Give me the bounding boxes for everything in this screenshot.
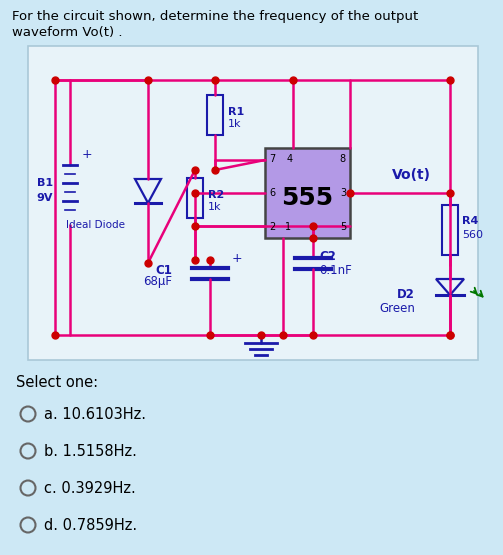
- Text: D2: D2: [397, 289, 415, 301]
- Text: Ideal Diode: Ideal Diode: [66, 220, 126, 230]
- Circle shape: [21, 406, 36, 421]
- Text: 2: 2: [269, 222, 275, 232]
- Text: 4: 4: [287, 154, 293, 164]
- Text: 1: 1: [285, 222, 291, 232]
- Text: B1: B1: [37, 178, 53, 188]
- Text: R1: R1: [228, 107, 244, 117]
- Text: 555: 555: [282, 186, 333, 210]
- Text: Select one:: Select one:: [16, 375, 98, 390]
- Text: +: +: [82, 148, 93, 161]
- Text: For the circuit shown, determine the frequency of the output: For the circuit shown, determine the fre…: [12, 10, 418, 23]
- Text: b. 1.5158Hz.: b. 1.5158Hz.: [44, 444, 137, 459]
- Text: d. 0.7859Hz.: d. 0.7859Hz.: [44, 518, 137, 533]
- Text: 3: 3: [340, 188, 346, 198]
- Text: 1k: 1k: [208, 202, 221, 212]
- Text: 560: 560: [462, 230, 483, 240]
- Text: 7: 7: [269, 154, 275, 164]
- Text: Green: Green: [379, 302, 415, 315]
- Text: 8: 8: [340, 154, 346, 164]
- Text: R2: R2: [208, 190, 224, 200]
- Bar: [187, 178, 203, 218]
- Text: C1: C1: [155, 264, 172, 276]
- Bar: [442, 205, 458, 255]
- Text: c. 0.3929Hz.: c. 0.3929Hz.: [44, 481, 136, 496]
- Circle shape: [21, 443, 36, 458]
- Circle shape: [21, 517, 36, 532]
- Text: a. 10.6103Hz.: a. 10.6103Hz.: [44, 407, 146, 422]
- Text: 9V: 9V: [37, 193, 53, 203]
- Text: C2: C2: [319, 250, 336, 263]
- Text: Vo(t): Vo(t): [392, 168, 431, 182]
- Circle shape: [21, 481, 36, 496]
- Text: +: +: [232, 252, 242, 265]
- Text: 6: 6: [269, 188, 275, 198]
- Text: 1k: 1k: [228, 119, 241, 129]
- Bar: [265, 148, 350, 238]
- Text: R4: R4: [462, 216, 478, 226]
- Text: 5: 5: [340, 222, 346, 232]
- FancyBboxPatch shape: [28, 46, 478, 360]
- Text: 0.1nF: 0.1nF: [319, 264, 352, 276]
- Text: 68μF: 68μF: [143, 275, 172, 289]
- Text: waveform Vo(t) .: waveform Vo(t) .: [12, 26, 123, 39]
- Bar: [207, 95, 223, 135]
